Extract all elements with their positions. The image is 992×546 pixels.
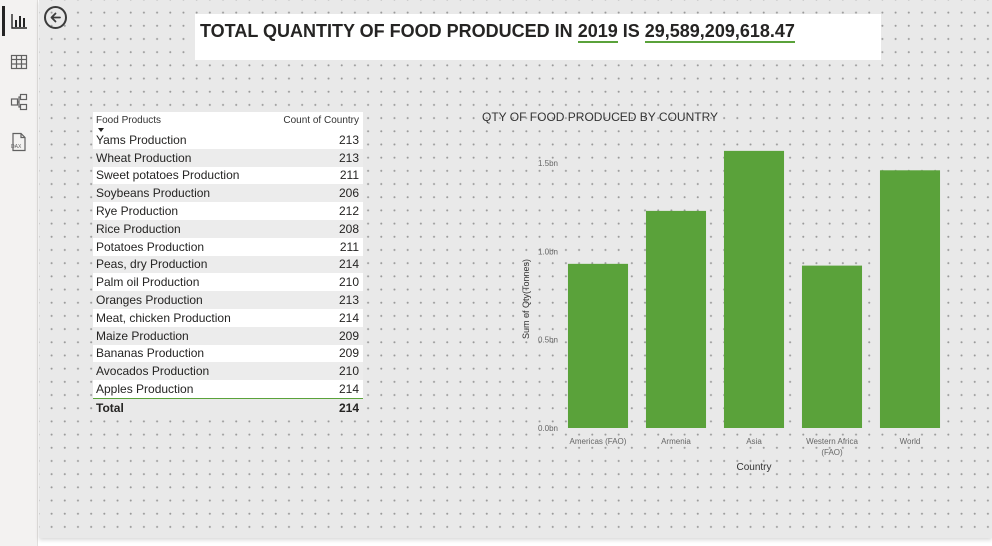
bar-chart: 0.0bn 0.5bn 1.0bn 1.5bn Americas (FAO) Armeni… — [521, 150, 941, 473]
dax-query-view-icon[interactable]: DAX — [4, 127, 34, 157]
table-row[interactable]: Apples Production 214 — [93, 380, 363, 398]
bar — [801, 265, 863, 428]
title-amount: 29,589,209,618.47 — [644, 21, 795, 43]
table-view-icon[interactable] — [4, 47, 34, 77]
count-cell: 210 — [338, 364, 359, 379]
count-cell: 213 — [338, 132, 359, 147]
model-view-icon[interactable] — [4, 87, 34, 117]
x-tick-label: Asia — [746, 437, 762, 446]
count-cell: 208 — [338, 221, 359, 236]
table-row[interactable]: Wheat Production 213 — [93, 148, 363, 167]
back-button[interactable] — [44, 6, 67, 29]
food-product-cell: Peas, dry Production — [96, 257, 208, 272]
report-view-icon[interactable] — [2, 6, 32, 36]
count-cell: 214 — [338, 310, 359, 325]
chart-title: QTY OF FOOD PRODUCED BY COUNTRY — [482, 110, 719, 124]
table-row[interactable]: Palm oil Production 210 — [93, 273, 363, 292]
bar — [645, 210, 707, 428]
count-cell: 211 — [339, 239, 359, 254]
food-product-cell: Yams Production — [96, 132, 187, 147]
column-header-food-products[interactable]: Food Products — [93, 115, 273, 132]
table-row[interactable]: Potatoes Production 211 — [93, 237, 363, 256]
count-cell: 206 — [338, 186, 359, 201]
title-middle: IS — [617, 21, 645, 41]
table-row[interactable]: Rye Production 212 — [93, 202, 363, 220]
food-product-cell: Rice Production — [96, 221, 181, 236]
food-product-cell: Palm oil Production — [96, 275, 200, 290]
y-axis-title: Sum of Qty(Tonnes) — [521, 259, 531, 339]
column-header-count-of-country[interactable]: Count of Country — [283, 115, 359, 126]
total-label: Total — [96, 400, 124, 415]
table-row[interactable]: Avocados Production 210 — [93, 362, 363, 381]
count-cell: 212 — [338, 204, 359, 219]
y-tick-label: 0.5bn — [538, 336, 558, 345]
y-tick-label: 0.0bn — [538, 424, 558, 433]
food-product-cell: Soybeans Production — [96, 186, 211, 201]
table-total-row: Total 214 — [93, 397, 363, 417]
bar-chart-visual[interactable]: QTY OF FOOD PRODUCED BY COUNTRY 0.0bn 0.5… — [469, 100, 989, 480]
food-product-cell: Oranges Production — [96, 293, 203, 308]
table-row[interactable]: Peas, dry Production 214 — [93, 255, 363, 274]
svg-text:DAX: DAX — [11, 144, 22, 150]
food-product-cell: Meat, chicken Production — [96, 310, 231, 325]
view-switcher-rail: DAX — [0, 0, 38, 546]
bar — [723, 150, 785, 428]
title-year: 2019 — [577, 21, 618, 43]
food-product-cell: Potatoes Production — [96, 239, 205, 254]
bar — [567, 263, 629, 428]
count-cell: 214 — [338, 257, 359, 272]
x-tick-label: Armenia — [661, 437, 691, 446]
sort-descending-icon[interactable] — [98, 128, 104, 132]
count-cell: 209 — [338, 328, 359, 343]
food-product-cell: Avocados Production — [96, 364, 210, 379]
report-canvas: TOTAL QUANTITY OF FOOD PRODUCED IN 2019 … — [39, 0, 992, 538]
title-card: TOTAL QUANTITY OF FOOD PRODUCED IN 2019 … — [195, 14, 881, 60]
table-row[interactable]: Soybeans Production 206 — [93, 184, 363, 203]
count-cell: 213 — [338, 150, 359, 165]
food-products-table[interactable]: Food Products Count of Country Yams Prod… — [93, 112, 363, 417]
table-row[interactable]: Rice Production 208 — [93, 219, 363, 238]
table-row[interactable]: Sweet potatoes Production 211 — [93, 166, 363, 185]
table-row[interactable]: Meat, chicken Production 214 — [93, 308, 363, 327]
x-axis-title: Country — [736, 462, 771, 473]
x-tick-label: Americas (FAO) — [570, 437, 627, 446]
food-product-cell: Sweet potatoes Production — [96, 168, 240, 183]
report-title: TOTAL QUANTITY OF FOOD PRODUCED IN 2019 … — [200, 21, 795, 43]
food-product-cell: Wheat Production — [96, 150, 192, 165]
food-product-cell: Rye Production — [96, 204, 179, 219]
count-cell: 210 — [338, 275, 359, 290]
table-body: Yams Production 213 Wheat Production 213 Swe… — [93, 131, 363, 398]
x-tick-label: Western Africa (FAO) — [806, 437, 858, 457]
bar — [879, 170, 941, 429]
count-cell: 214 — [338, 382, 359, 397]
table-row[interactable]: Yams Production 213 — [93, 131, 363, 149]
count-cell: 211 — [339, 168, 359, 183]
y-tick-label: 1.5bn — [538, 159, 558, 168]
count-cell: 213 — [338, 293, 359, 308]
food-product-cell: Apples Production — [96, 382, 194, 397]
x-tick-label: World — [900, 437, 921, 446]
y-tick-label: 1.0bn — [538, 247, 558, 256]
table-row[interactable]: Maize Production 209 — [93, 326, 363, 345]
total-value: 214 — [338, 400, 359, 415]
food-product-cell: Bananas Production — [96, 346, 205, 361]
title-prefix: TOTAL QUANTITY OF FOOD PRODUCED IN — [200, 21, 578, 41]
arrow-left-icon — [50, 12, 61, 23]
table-row[interactable]: Oranges Production 213 — [93, 291, 363, 309]
food-product-cell: Maize Production — [96, 328, 189, 343]
table-header: Food Products Count of Country — [93, 112, 363, 132]
column-header-label: Food Products — [96, 115, 162, 126]
table-row[interactable]: Bananas Production 209 — [93, 344, 363, 363]
count-cell: 209 — [338, 346, 359, 361]
